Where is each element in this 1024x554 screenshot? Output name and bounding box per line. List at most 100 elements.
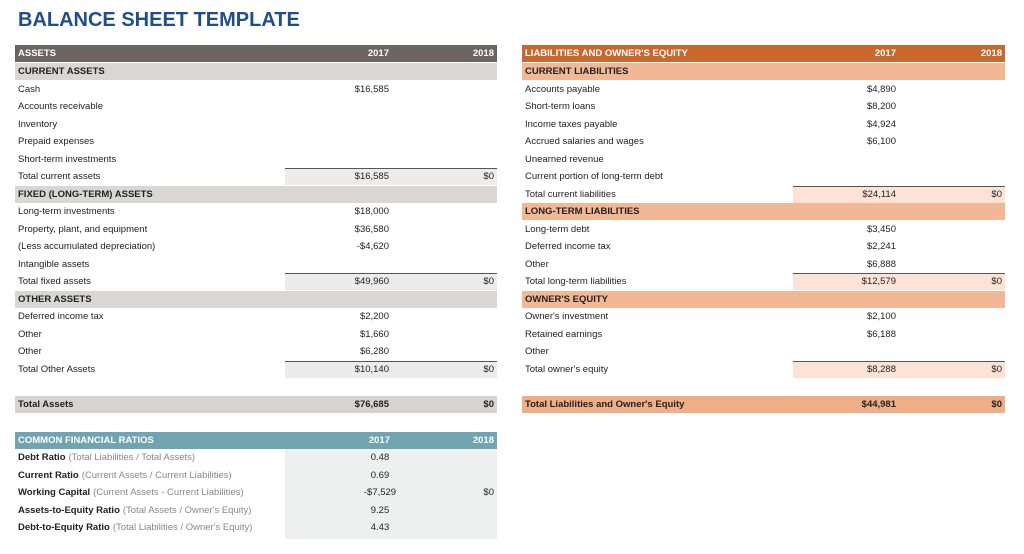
total-cells <box>285 273 497 290</box>
value-2017: $10,140 <box>354 363 389 375</box>
row-label: Other <box>525 346 549 357</box>
section-row <box>15 63 497 80</box>
section-label: FIXED (LONG-TERM) ASSETS <box>18 188 153 200</box>
ratio-formula: (Current Assets / Current Liabilities) <box>81 469 232 481</box>
row-label: Retained earnings <box>525 328 603 340</box>
row-label: Inventory <box>18 118 58 130</box>
value-2018: $0 <box>483 171 494 182</box>
value-2017: $1,660 <box>359 328 389 340</box>
value-2017: $44,981 <box>861 398 896 410</box>
header-row <box>522 45 1005 62</box>
value-2018: $0 <box>991 363 1002 375</box>
value-2017: $2,200 <box>359 311 389 322</box>
value-2018: $0 <box>991 276 1002 287</box>
row-label: Other <box>525 258 549 270</box>
section-label: CURRENT LIABILITIES <box>525 66 629 77</box>
ratios-values-bg <box>285 449 497 539</box>
row-label: Short-term loans <box>525 101 596 112</box>
row-label: Other <box>18 328 42 340</box>
value-2017: $6,888 <box>866 258 896 270</box>
ratio-label: Assets-to-Equity Ratio (Total Assets / Ow… <box>18 502 251 519</box>
section-row <box>522 290 1005 308</box>
value-2017: $12,579 <box>861 276 896 287</box>
ratio-formula: (Total Assets / Owner's Equity) <box>122 504 252 516</box>
ratios-header-row <box>15 432 497 449</box>
value-2017: $6,188 <box>866 328 896 340</box>
row-label: Income taxes payable <box>525 118 618 130</box>
grand-total-row <box>15 395 497 413</box>
total-label: Total long-term liabilities <box>525 276 627 287</box>
row-label: Short-term investments <box>18 153 117 165</box>
ratio-name: Debt-to-Equity Ratio <box>18 522 110 533</box>
header-year: 2018 <box>980 48 1002 59</box>
row-label: Deferred income tax <box>18 311 104 322</box>
value-2017: $76,685 <box>354 398 389 410</box>
value-2018: $0 <box>483 276 494 287</box>
row-label: Accrued salaries and wages <box>525 136 644 147</box>
value-2017: $4,924 <box>866 118 896 130</box>
section-label: OWNER'S EQUITY <box>525 293 609 305</box>
value-2018: $0 <box>483 398 494 410</box>
row-label: Current portion of long-term debt <box>525 171 663 182</box>
ratio-label: Debt Ratio (Total Liabilities / Total Ass… <box>18 449 195 466</box>
total-cells <box>285 360 497 378</box>
row-label: Owner's investment <box>525 311 609 322</box>
total-cells <box>793 185 1005 203</box>
header-label: ASSETS <box>18 48 57 59</box>
total-label: Total Other Assets <box>18 363 96 375</box>
ratio-name: Assets-to-Equity Ratio <box>18 504 120 516</box>
page-title: BALANCE SHEET TEMPLATE <box>18 9 300 31</box>
value-2018: $0 <box>483 487 494 498</box>
header-year: 2017 <box>874 48 896 59</box>
total-label: Total current liabilities <box>525 188 616 200</box>
value-2017: $18,000 <box>354 206 389 217</box>
value-2017: $49,960 <box>354 276 389 287</box>
section-row <box>522 63 1005 80</box>
value-2017: $24,114 <box>862 188 896 200</box>
row-label: Unearned revenue <box>525 153 604 165</box>
row-label: Long-term debt <box>525 223 590 235</box>
value-2017: $3,450 <box>866 223 896 235</box>
header-row <box>15 45 497 62</box>
value-2017: 0.48 <box>370 452 390 463</box>
section-row <box>522 203 1005 220</box>
row-label: (Less accumulated depreciation) <box>18 241 156 252</box>
total-cells <box>793 360 1005 378</box>
section-label: LONG-TERM LIABILITIES <box>525 206 640 217</box>
row-label: Accounts receivable <box>18 101 104 112</box>
value-2018: $0 <box>991 188 1002 200</box>
total-label: Total current assets <box>18 171 101 182</box>
value-2017: -$4,620 <box>356 241 389 252</box>
value-2017: -$7,529 <box>363 487 397 498</box>
value-2017: 9.25 <box>370 504 390 516</box>
value-2017: 4.43 <box>370 522 390 533</box>
value-2017: $6,280 <box>359 346 389 357</box>
row-label: Other <box>18 346 42 357</box>
header-year: 2018 <box>472 48 494 59</box>
ratio-name: Working Capital <box>18 487 91 498</box>
row-label: Property, plant, and equipment <box>18 223 148 235</box>
row-label: Cash <box>18 83 41 95</box>
row-label: Intangible assets <box>18 258 90 270</box>
grand-total-label: Total Liabilities and Owner's Equity <box>525 398 685 410</box>
section-row <box>15 185 497 203</box>
header-label: COMMON FINANCIAL RATIOS <box>18 435 154 446</box>
ratio-formula: (Total Liabilities / Total Assets) <box>68 452 196 463</box>
ratio-name: Current Ratio <box>18 469 79 481</box>
row-label: Prepaid expenses <box>18 136 95 147</box>
row-label: Deferred income tax <box>525 241 611 252</box>
ratio-formula: (Current Assets - Current Liabilities) <box>93 487 244 498</box>
value-2017: $8,200 <box>866 101 896 112</box>
total-cells <box>285 168 497 185</box>
ratio-formula: (Total Liabilities / Owner's Equity) <box>112 522 253 533</box>
header-label: LIABILITIES AND OWNER'S EQUITY <box>525 48 688 59</box>
header-year: 2018 <box>472 435 494 446</box>
total-label: Total fixed assets <box>18 276 91 287</box>
section-label: CURRENT ASSETS <box>18 66 105 77</box>
row-label: Accounts payable <box>525 83 600 95</box>
value-2017: $4,890 <box>866 83 896 95</box>
grand-total-label: Total Assets <box>18 398 74 410</box>
ratio-label: Working Capital (Current Assets - Current… <box>18 484 244 501</box>
header-year: 2017 <box>367 48 389 59</box>
